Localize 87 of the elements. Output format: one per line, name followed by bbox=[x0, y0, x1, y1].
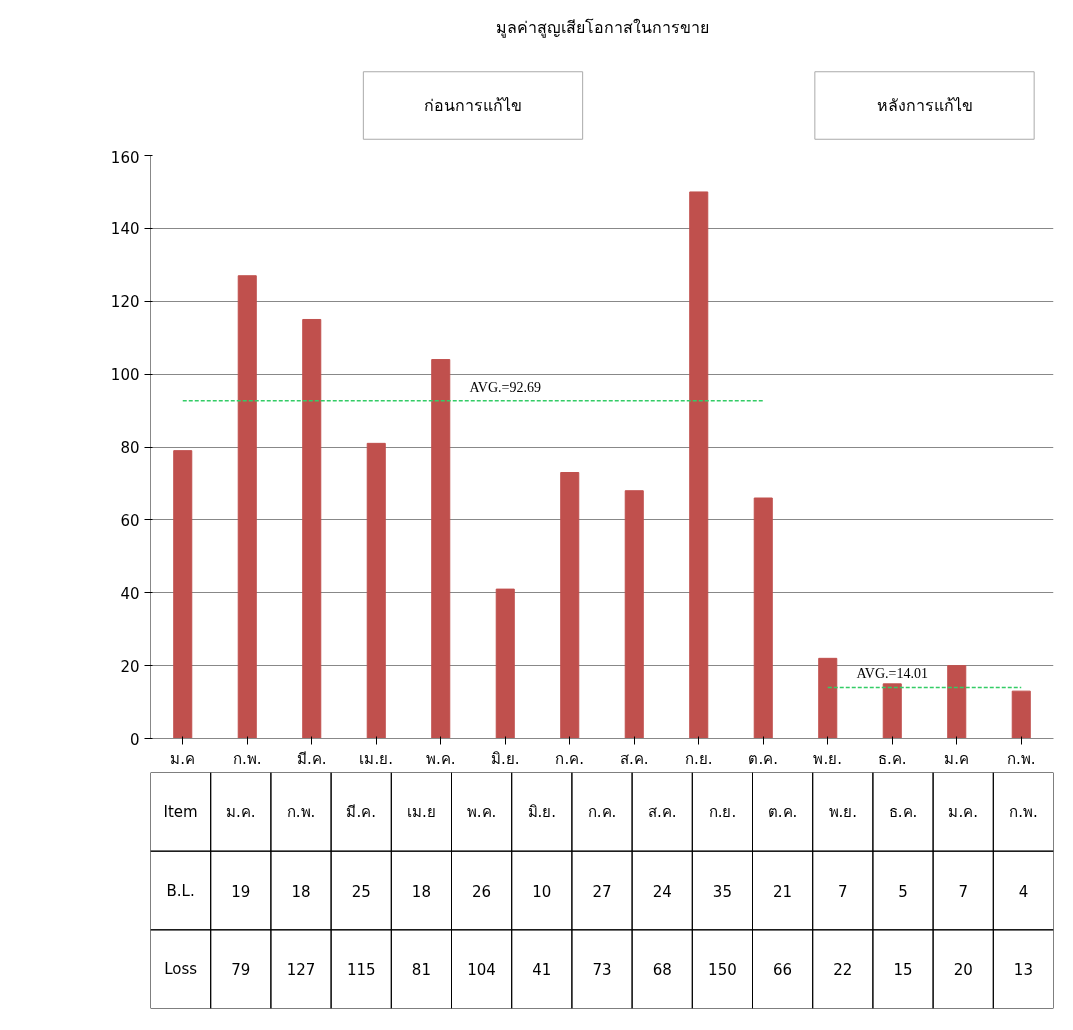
y-tick-label: 60 bbox=[120, 511, 140, 530]
data-label: 35 bbox=[712, 882, 732, 901]
text: ก่อนการแก้ไข bbox=[424, 96, 522, 115]
data-label: 15 bbox=[893, 961, 913, 980]
category-label: ก.พ. bbox=[286, 802, 316, 821]
bar bbox=[302, 318, 322, 739]
bar bbox=[753, 497, 773, 739]
data-label: 150 bbox=[708, 961, 737, 980]
data-label: 41 bbox=[532, 961, 552, 980]
data-label: 68 bbox=[652, 961, 672, 980]
data-label: 115 bbox=[346, 961, 376, 980]
y-tick-label: 20 bbox=[120, 657, 140, 676]
bar bbox=[495, 588, 515, 739]
data-label: 26 bbox=[472, 882, 492, 901]
data-label: 81 bbox=[411, 961, 431, 980]
bar bbox=[1011, 690, 1031, 739]
data-label: 18 bbox=[291, 882, 311, 901]
bar bbox=[237, 275, 257, 739]
data-label: 73 bbox=[592, 961, 612, 980]
text: หลังการแก้ไข bbox=[876, 96, 973, 115]
x-tick-label: ก.ค. bbox=[555, 749, 585, 768]
category-label: พ.ค. bbox=[466, 802, 497, 821]
x-tick-label: ก.ย. bbox=[684, 749, 713, 768]
x-tick-label: มิ.ย. bbox=[490, 749, 520, 768]
data-label: 20 bbox=[953, 961, 973, 980]
y-tick-label: 40 bbox=[120, 584, 140, 603]
data-label: 7 bbox=[838, 882, 848, 901]
category-label: เม.ย bbox=[407, 802, 436, 821]
bar bbox=[882, 683, 902, 739]
x-tick-label: พ.ย. bbox=[813, 749, 843, 768]
text: B.L. bbox=[166, 881, 195, 900]
bar bbox=[366, 442, 386, 739]
bar bbox=[624, 490, 644, 739]
bar bbox=[818, 657, 838, 739]
bar bbox=[431, 359, 451, 739]
bar bbox=[173, 450, 193, 739]
category-label: มี.ค. bbox=[346, 802, 376, 821]
category-label: ธ.ค. bbox=[888, 802, 918, 821]
data-label: 22 bbox=[833, 961, 853, 980]
category-label: มิ.ย. bbox=[527, 802, 557, 821]
data-label: 104 bbox=[467, 961, 496, 980]
data-label: 27 bbox=[592, 882, 612, 901]
x-tick-label: ต.ค. bbox=[748, 749, 779, 768]
data-label: 79 bbox=[231, 961, 251, 980]
x-tick-label: ม.ค bbox=[170, 749, 196, 768]
x-tick-label: ส.ค. bbox=[619, 749, 649, 768]
x-tick-label: ก.พ. bbox=[1006, 749, 1036, 768]
y-tick-label: 140 bbox=[110, 220, 140, 239]
data-label: 5 bbox=[898, 882, 908, 901]
text: Item bbox=[163, 802, 198, 821]
x-tick-label: เม.ย. bbox=[359, 749, 394, 768]
y-tick-label: 0 bbox=[129, 730, 140, 749]
data-label: 25 bbox=[351, 882, 371, 901]
x-tick-label: ธ.ค. bbox=[877, 749, 907, 768]
category-label: ก.ค. bbox=[587, 802, 617, 821]
text: Loss bbox=[164, 960, 198, 979]
chart-title: มูลค่าสูญเสียโอกาสในการขาย bbox=[495, 18, 709, 38]
data-label: 13 bbox=[1013, 961, 1033, 980]
annotation: AVG.=92.69 bbox=[469, 379, 541, 395]
data-label: 19 bbox=[231, 882, 251, 901]
category-label: พ.ย. bbox=[828, 802, 858, 821]
category-label: ก.ย. bbox=[708, 802, 737, 821]
data-label: 18 bbox=[411, 882, 431, 901]
y-tick-label: 80 bbox=[120, 439, 140, 457]
data-label: 24 bbox=[652, 882, 672, 901]
category-label: ส.ค. bbox=[647, 802, 677, 821]
y-tick-label: 100 bbox=[110, 366, 140, 385]
data-label: 21 bbox=[773, 882, 793, 901]
y-tick-label: 120 bbox=[110, 293, 140, 312]
bar bbox=[689, 191, 709, 739]
bar bbox=[560, 472, 580, 739]
x-tick-label: ก.พ. bbox=[232, 749, 262, 768]
category-label: ต.ค. bbox=[767, 802, 798, 821]
category-label: ม.ค. bbox=[226, 802, 256, 821]
data-label: 7 bbox=[958, 882, 968, 901]
data-label: 127 bbox=[286, 961, 316, 980]
annotation: AVG.=14.01 bbox=[856, 666, 928, 682]
data-label: 4 bbox=[1018, 882, 1029, 901]
y-tick-label: 160 bbox=[110, 148, 140, 167]
bar bbox=[947, 665, 967, 739]
category-label: ม.ค. bbox=[948, 802, 978, 821]
x-tick-label: ม.ค bbox=[944, 749, 970, 768]
category-label: ก.พ. bbox=[1009, 802, 1038, 821]
x-tick-label: พ.ค. bbox=[425, 749, 456, 768]
x-tick-label: มี.ค. bbox=[296, 749, 327, 768]
data-label: 10 bbox=[532, 882, 552, 901]
data-label: 66 bbox=[773, 961, 793, 980]
